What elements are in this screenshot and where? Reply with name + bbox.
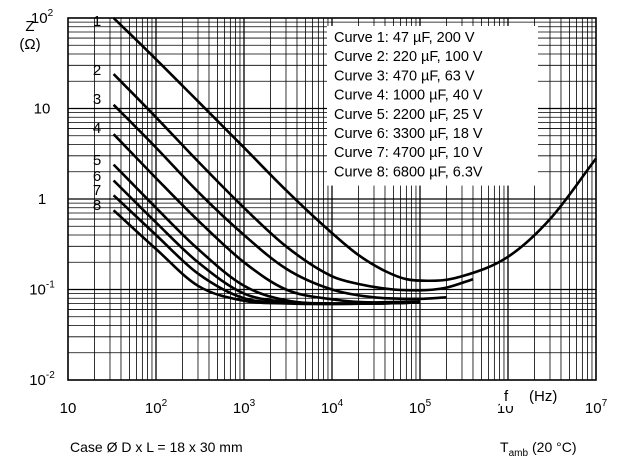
curve-8-line <box>112 209 421 306</box>
x-tick-label: 104 <box>321 398 344 417</box>
x-tick-label: 105 <box>409 398 432 417</box>
y-tick-label: 10-1 <box>29 280 55 299</box>
x-tick-label: 102 <box>145 398 168 417</box>
legend-entry-curve-5: Curve 5: 2200 µF, 25 V <box>334 107 483 123</box>
curve-6-number-label: 6 <box>93 168 101 185</box>
plot-frame <box>67 17 597 381</box>
case-dimensions-note: Case Ø D x L = 18 x 30 mm <box>70 439 243 455</box>
curve-1-line <box>112 17 598 283</box>
legend-entry-curve-3: Curve 3: 470 µF, 63 V <box>334 68 475 84</box>
curve-8-number-label: 8 <box>93 197 101 214</box>
temp-value: (20 °C) <box>532 439 577 455</box>
curve-3-number-label: 3 <box>93 91 101 108</box>
temp-subscript: amb <box>509 448 529 458</box>
y-tick-label: 10 <box>34 101 51 118</box>
curve-7-number-label: 7 <box>93 182 101 199</box>
x-tick-label: 10 <box>60 400 77 417</box>
x-axis-unit: (Hz) <box>529 388 557 405</box>
x-axis-label: f (Hz) <box>500 386 584 406</box>
y-tick-label: 102 <box>31 8 54 27</box>
y-axis-symbol: Z <box>25 18 34 35</box>
temp-symbol: T <box>500 439 509 455</box>
legend-box <box>327 26 538 186</box>
legend-entry-curve-2: Curve 2: 220 µF, 100 V <box>334 49 483 65</box>
ambient-temperature-note: Tamb (20 °C) <box>500 439 577 458</box>
chart-curves <box>112 17 598 306</box>
curve-1-number-label: 1 <box>93 13 101 30</box>
x-axis-symbol: f <box>504 388 509 405</box>
legend-entry-curve-8: Curve 8: 6800 µF, 6.3V <box>334 164 483 180</box>
legend-entry-curve-4: Curve 4: 1000 µF, 40 V <box>334 88 483 104</box>
curve-2-line <box>112 73 474 292</box>
legend: Curve 1: 47 µF, 200 V Curve 2: 220 µF, 10… <box>327 26 538 186</box>
x-tick-label: 103 <box>233 398 256 417</box>
legend-entry-curve-7: Curve 7: 4700 µF, 10 V <box>334 145 483 161</box>
legend-entry-curve-1: Curve 1: 47 µF, 200 V <box>334 30 475 46</box>
y-axis-unit: (Ω) <box>19 36 40 53</box>
y-tick-label: 10-2 <box>29 370 55 389</box>
legend-entry-curve-6: Curve 6: 3300 µF, 18 V <box>334 126 483 142</box>
curve-4-number-label: 4 <box>93 120 101 137</box>
curve-3-line <box>112 103 447 301</box>
curve-2-number-label: 2 <box>93 62 101 79</box>
y-tick-label: 1 <box>38 191 46 208</box>
curve-5-number-label: 5 <box>93 152 101 169</box>
x-tick-label: 107 <box>585 398 608 417</box>
